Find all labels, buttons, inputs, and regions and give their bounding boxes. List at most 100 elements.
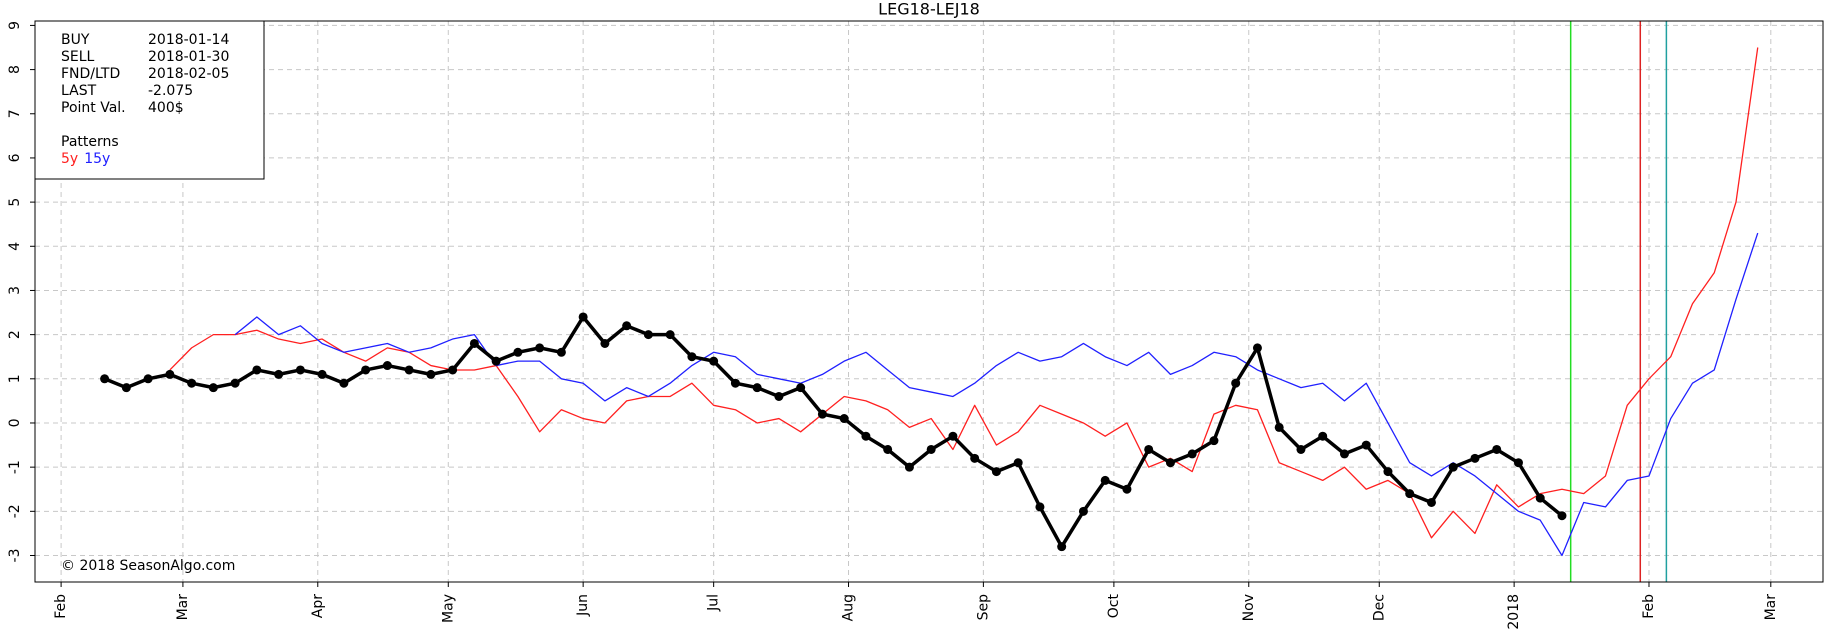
legend-patterns: 5y 15y: [61, 151, 110, 167]
point: [600, 338, 610, 348]
x-tick-label: May: [440, 594, 456, 623]
y-tick-label: 3: [7, 286, 23, 295]
legend-event-date: 2018-01-14: [148, 32, 229, 48]
y-tick-label: 8: [7, 65, 23, 74]
x-tick-label: Feb: [1641, 594, 1657, 619]
point: [752, 383, 762, 393]
point: [1078, 506, 1088, 516]
point: [1296, 444, 1306, 454]
point: [1165, 458, 1175, 468]
point: [991, 467, 1001, 477]
y-tick-label: 0: [7, 419, 23, 428]
info-label: LAST: [61, 83, 97, 99]
series-line: [103, 315, 1564, 549]
point: [361, 365, 371, 375]
point: [1426, 497, 1436, 507]
y-tick-label: 5: [7, 198, 23, 207]
point: [665, 330, 675, 340]
point: [448, 365, 458, 375]
point: [121, 383, 131, 393]
point: [469, 338, 479, 348]
point: [535, 343, 545, 353]
point: [513, 347, 523, 357]
point: [774, 391, 784, 401]
point: [230, 378, 240, 388]
point: [1492, 444, 1502, 454]
y-tick-label: 7: [7, 109, 23, 118]
point: [1187, 449, 1197, 459]
point: [491, 356, 501, 366]
copyright: © 2018 SeasonAlgo.com: [61, 558, 235, 574]
x-tick-label: Mar: [175, 594, 191, 621]
point: [1231, 378, 1241, 388]
y-tick-label: 9: [7, 21, 23, 30]
point: [1122, 484, 1132, 494]
point: [274, 369, 284, 379]
point: [143, 374, 153, 384]
x-tick-label: Oct: [1106, 594, 1122, 619]
point: [709, 356, 719, 366]
point: [1383, 467, 1393, 477]
y-tick-label: 2: [7, 330, 23, 339]
y-tick-label: -1: [7, 460, 23, 474]
legend-entry: 5y: [61, 151, 78, 167]
point: [1252, 343, 1262, 353]
plot-frame: [34, 20, 1824, 583]
y-tick-label: -2: [7, 504, 23, 518]
legend-event-label: FND/LTD: [61, 66, 120, 82]
x-tick-label: Jul: [706, 594, 722, 612]
point: [1209, 436, 1219, 446]
point: [1013, 458, 1023, 468]
point: [578, 312, 588, 322]
point: [948, 431, 958, 441]
x-tick-label: Mar: [1763, 594, 1779, 621]
point: [317, 369, 327, 379]
x-tick-label: Feb: [53, 594, 69, 619]
point: [1557, 511, 1567, 521]
point: [1274, 422, 1284, 432]
point: [861, 431, 871, 441]
x-tick-label: Jun: [575, 594, 591, 617]
series-line: [169, 47, 1759, 539]
x-tick-label: Aug: [841, 594, 857, 621]
legend-event-label: SELL: [61, 49, 95, 65]
point: [883, 444, 893, 454]
point: [339, 378, 349, 388]
point: [208, 383, 218, 393]
point: [1144, 444, 1154, 454]
point: [730, 378, 740, 388]
x-tick-label: 2018: [1506, 594, 1522, 630]
info-label: Point Val.: [61, 100, 126, 116]
point: [252, 365, 262, 375]
series-line: [234, 232, 1759, 557]
point: [556, 347, 566, 357]
point: [926, 444, 936, 454]
y-tick-label: -3: [7, 549, 23, 563]
point: [1470, 453, 1480, 463]
point: [295, 365, 305, 375]
point: [404, 365, 414, 375]
point: [1318, 431, 1328, 441]
chart-title: LEG18-LEJ18: [878, 0, 980, 19]
y-tick-label: 4: [7, 242, 23, 251]
point: [426, 369, 436, 379]
legend-event-date: 2018-01-30: [148, 49, 229, 65]
point: [839, 414, 849, 424]
point: [1448, 462, 1458, 472]
point: [1100, 475, 1110, 485]
y-tick-label: 1: [7, 374, 23, 383]
point: [1535, 493, 1545, 503]
point: [1057, 542, 1067, 552]
legend-box: [34, 20, 265, 180]
point: [796, 383, 806, 393]
point: [1513, 458, 1523, 468]
point: [1405, 489, 1415, 499]
x-tick-label: Apr: [310, 594, 326, 618]
point: [970, 453, 980, 463]
point: [100, 374, 110, 384]
point: [643, 330, 653, 340]
point: [1339, 449, 1349, 459]
x-tick-label: Sep: [975, 594, 991, 621]
info-value: 400$: [148, 100, 184, 116]
y-tick-label: 6: [7, 153, 23, 162]
